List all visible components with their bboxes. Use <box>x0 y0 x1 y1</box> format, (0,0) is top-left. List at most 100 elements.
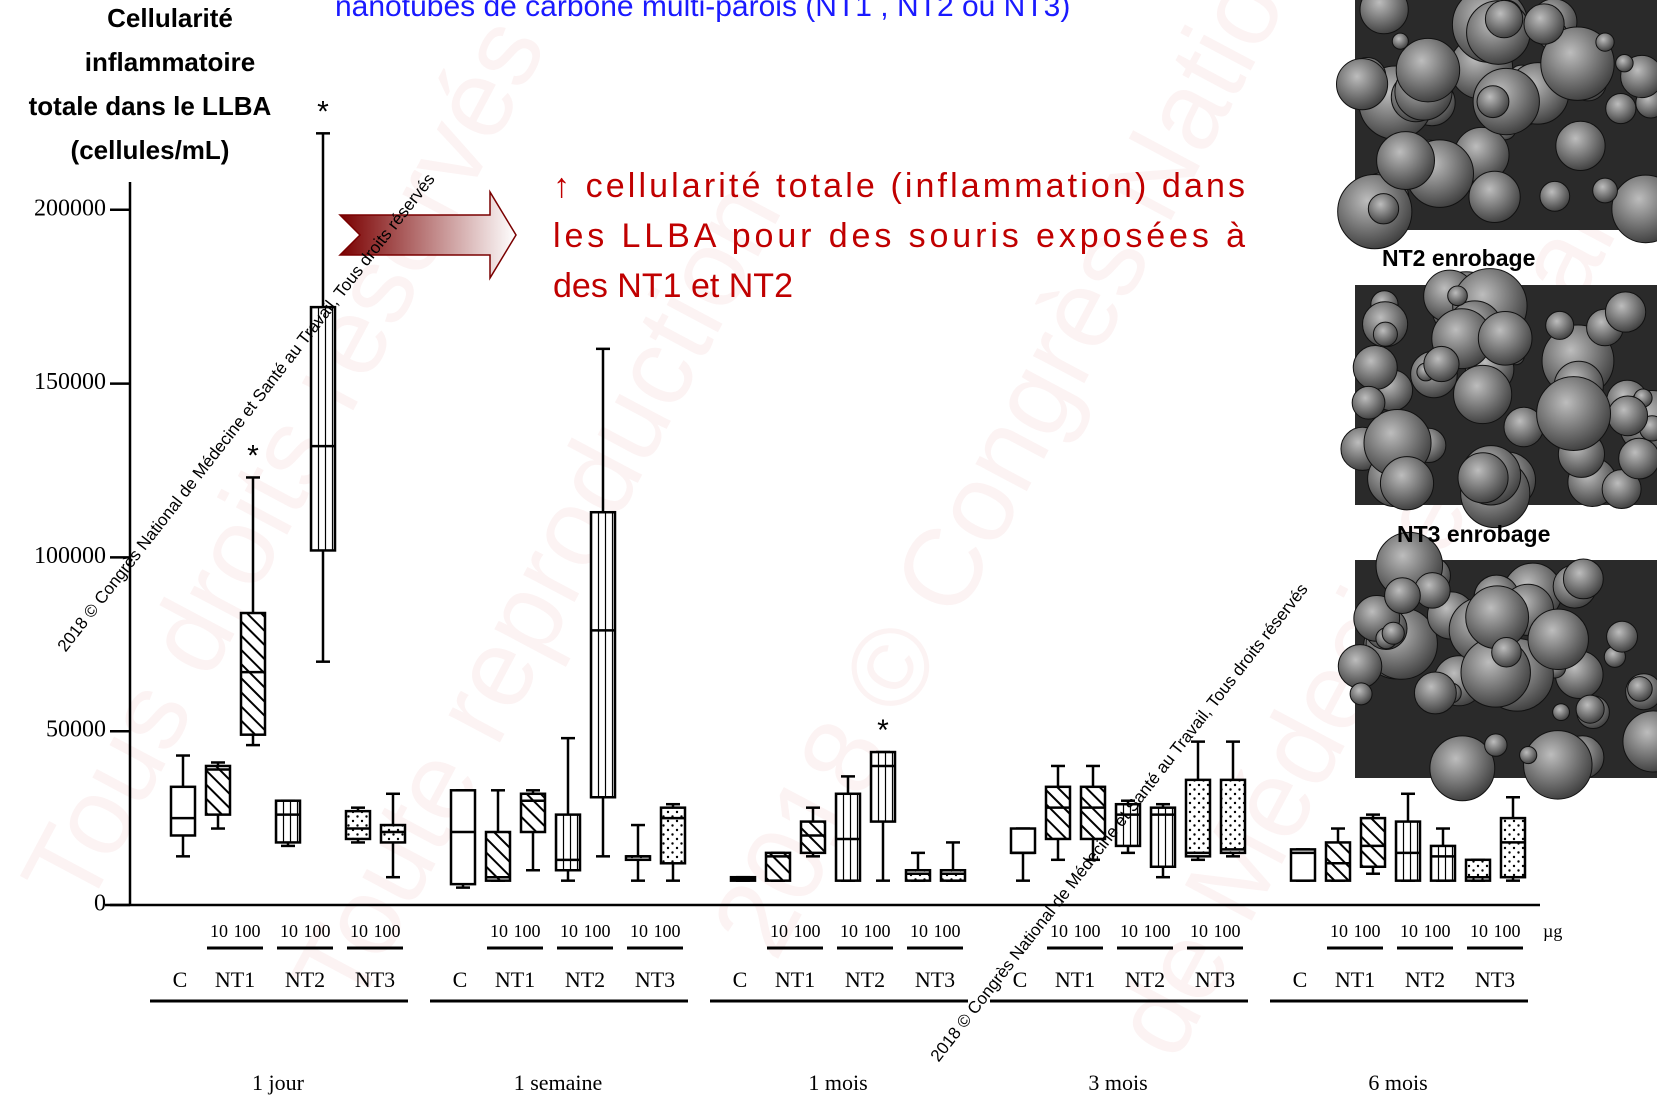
box <box>869 750 897 823</box>
box <box>1359 816 1387 869</box>
group-label: NT3 <box>635 967 675 992</box>
box <box>1044 785 1072 841</box>
dose-label: 10 <box>1400 921 1418 941</box>
dose-label: 10 <box>1330 921 1348 941</box>
grain <box>1468 170 1521 224</box>
grain <box>1381 621 1405 645</box>
grain <box>1523 730 1593 800</box>
grain <box>1372 321 1398 347</box>
dose-label: 100 <box>864 921 891 941</box>
grain <box>1523 3 1565 45</box>
y-label-line: inflammatoire <box>85 47 256 77</box>
dose-label: 10 <box>1050 921 1068 941</box>
grain <box>1384 577 1421 614</box>
grain <box>1367 193 1400 225</box>
box <box>1464 858 1492 882</box>
grain <box>1429 735 1496 802</box>
grain <box>1607 395 1649 437</box>
annotation-line: des NT1 et NT2 <box>553 267 793 305</box>
grain <box>1627 676 1653 702</box>
dose-label: 10 <box>1120 921 1138 941</box>
grain <box>1615 53 1634 73</box>
box <box>1429 844 1457 882</box>
dose-label: 10 <box>210 921 228 941</box>
dose-label: 100 <box>654 921 681 941</box>
y-tick-label: 0 <box>94 891 106 917</box>
group-label: C <box>173 967 188 992</box>
group-label: NT1 <box>1055 967 1095 992</box>
box <box>484 830 512 882</box>
y-label-line: (cellules/mL) <box>71 135 230 165</box>
y-label-line: Cellularité <box>107 3 233 33</box>
grain <box>1484 0 1524 39</box>
dose-label: 10 <box>350 921 368 941</box>
dose-label: 100 <box>1424 921 1451 941</box>
group-label: NT2 <box>565 967 605 992</box>
dose-label: 100 <box>584 921 611 941</box>
box <box>449 789 477 886</box>
grain <box>1335 58 1389 111</box>
box <box>1149 806 1177 869</box>
box <box>939 868 967 882</box>
grain <box>1352 344 1398 391</box>
group-label: C <box>1293 967 1308 992</box>
dose-label: 100 <box>304 921 331 941</box>
dose-label: 100 <box>1494 921 1521 941</box>
grain <box>1527 608 1589 671</box>
grain <box>1484 733 1508 757</box>
dose-unit: µg <box>1543 921 1562 941</box>
grain <box>1465 585 1530 650</box>
grain <box>1349 682 1373 706</box>
dose-label: 100 <box>1144 921 1171 941</box>
group-label: NT3 <box>1195 967 1235 992</box>
grain <box>1540 26 1615 101</box>
box <box>904 868 932 882</box>
grain <box>1519 745 1538 765</box>
grain <box>1618 437 1657 480</box>
sem-images: NT2 enrobage NT3 enrobage <box>1335 0 1657 802</box>
period-label: 6 mois <box>1368 1070 1427 1095</box>
group-label: NT1 <box>775 967 815 992</box>
box <box>1184 778 1212 858</box>
dose-label: 10 <box>280 921 298 941</box>
y-label: Cellularité inflammatoire totale dans le… <box>29 3 272 165</box>
box <box>1079 785 1107 841</box>
grain <box>1562 558 1604 600</box>
grain <box>1604 291 1647 333</box>
group-label: NT2 <box>285 967 325 992</box>
title: nanotubes de carbone multi-parois (NT1 ,… <box>335 0 1070 23</box>
annotation-line: les LLBA pour des souris exposées à <box>553 217 1245 255</box>
y-tick-label: 50000 <box>46 717 106 743</box>
grain <box>1376 131 1435 190</box>
box <box>204 764 232 816</box>
grain <box>1391 32 1409 50</box>
dose-label: 100 <box>1074 921 1101 941</box>
y-tick-label: 100000 <box>34 543 106 569</box>
dose-label: 100 <box>1354 921 1381 941</box>
group-label: NT2 <box>1405 967 1445 992</box>
group-label: NT1 <box>495 967 535 992</box>
grain <box>1379 456 1435 511</box>
y-label-line: totale dans le LLBA <box>29 91 272 121</box>
grain <box>1595 32 1615 52</box>
plot: 0 50000 100000 150000 200000 * * C NT1 10 100 NT2 10… <box>34 95 1562 1095</box>
box <box>589 510 617 799</box>
box <box>659 806 687 865</box>
box <box>799 820 827 855</box>
box <box>554 813 582 872</box>
box <box>1394 820 1422 882</box>
group-label: NT1 <box>215 967 255 992</box>
grain <box>1423 345 1460 383</box>
image-label: NT2 enrobage <box>1382 245 1535 271</box>
grain <box>1491 636 1522 668</box>
box <box>274 799 302 844</box>
box <box>1219 778 1247 855</box>
y-tick-label: 150000 <box>34 369 106 395</box>
grain <box>1552 703 1570 722</box>
image-label: NT3 enrobage <box>1397 521 1550 547</box>
grain <box>1539 180 1571 212</box>
group-label: NT3 <box>915 967 955 992</box>
dose-label: 10 <box>1470 921 1488 941</box>
grain <box>1555 120 1606 172</box>
grain <box>1545 310 1575 340</box>
